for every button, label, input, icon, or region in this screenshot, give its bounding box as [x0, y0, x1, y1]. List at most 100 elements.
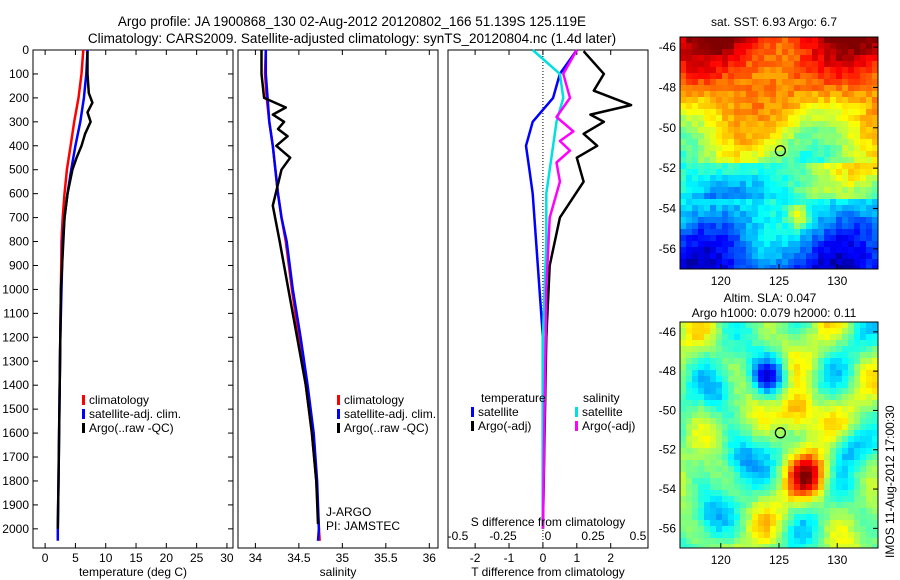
map-cell	[860, 472, 867, 479]
x-tick-label: 25	[190, 551, 204, 565]
map-cell	[728, 241, 735, 248]
map-cell	[872, 388, 879, 395]
map-cell	[800, 322, 807, 329]
map-cell	[836, 103, 843, 110]
map-cell	[752, 211, 759, 218]
map-cell	[794, 253, 801, 260]
map-cell	[704, 496, 711, 503]
map-cell	[794, 265, 801, 270]
map-cell	[764, 181, 771, 188]
map-cell	[746, 376, 753, 383]
map-cell	[734, 514, 741, 521]
legend-label: satellite-adj. clim.	[89, 407, 181, 421]
map-cell	[728, 526, 735, 533]
map-cell	[770, 454, 777, 461]
x-top-tick-label: -0.25	[489, 529, 517, 543]
map-cell	[788, 448, 795, 455]
map-cell	[698, 247, 705, 254]
map-cell	[872, 358, 879, 365]
x-tick-label: 35	[336, 551, 350, 565]
map-cell	[770, 532, 777, 539]
map-cell	[842, 211, 849, 218]
map-cell	[764, 205, 771, 212]
map-cell	[716, 109, 723, 116]
map-cell	[710, 157, 717, 164]
map-cell	[704, 442, 711, 449]
map-cell	[872, 157, 879, 164]
map-cell	[692, 259, 699, 266]
map-cell	[848, 127, 855, 134]
map-cell	[782, 187, 789, 194]
map-cell	[758, 181, 765, 188]
map-cell	[842, 508, 849, 515]
map-cell	[770, 340, 777, 347]
map-cell	[860, 163, 867, 170]
map-cell	[800, 85, 807, 92]
map-cell	[794, 544, 801, 549]
map-cell	[824, 466, 831, 473]
map-cell	[782, 544, 789, 549]
map-cell	[770, 67, 777, 74]
map-cell	[704, 79, 711, 86]
map-cell	[836, 346, 843, 353]
map-cell	[794, 151, 801, 158]
map-cell	[836, 79, 843, 86]
map-cell	[794, 466, 801, 473]
map-cell	[836, 97, 843, 104]
map-cell	[848, 205, 855, 212]
map-cell	[746, 352, 753, 359]
map-cell	[686, 490, 693, 497]
map-cell	[686, 340, 693, 347]
map-cell	[764, 127, 771, 134]
map-cell	[764, 346, 771, 353]
map-cell	[686, 223, 693, 230]
series-line	[531, 49, 565, 529]
x-axis-label: salinity	[320, 565, 357, 579]
map-cell	[854, 127, 861, 134]
map-cell	[770, 520, 777, 527]
y-tick-label: 400	[9, 139, 29, 153]
map-cell	[698, 253, 705, 260]
map-cell	[854, 91, 861, 98]
map-cell	[776, 412, 783, 419]
map-cell	[788, 520, 795, 527]
map-cell	[740, 532, 747, 539]
map-cell	[704, 91, 711, 98]
map-cell	[758, 265, 765, 270]
map-cell	[764, 43, 771, 50]
map-cell	[854, 376, 861, 383]
map-cell	[788, 472, 795, 479]
map-cell	[836, 382, 843, 389]
map-cell	[788, 412, 795, 419]
map-cell	[776, 223, 783, 230]
map-cell	[758, 448, 765, 455]
map-cell	[746, 502, 753, 509]
map-cell	[686, 73, 693, 80]
map-cell	[704, 544, 711, 549]
map-cell	[704, 139, 711, 146]
map-cell	[824, 151, 831, 158]
map-cell	[806, 532, 813, 539]
map-cell	[722, 364, 729, 371]
map-cell	[776, 235, 783, 242]
map-cell	[824, 412, 831, 419]
map-cell	[806, 448, 813, 455]
map-cell	[812, 247, 819, 254]
map-cell	[782, 526, 789, 533]
map-cell	[764, 73, 771, 80]
map-cell	[806, 133, 813, 140]
map-cell	[692, 157, 699, 164]
map-cell	[680, 79, 687, 86]
map-cell	[788, 115, 795, 122]
map-cell	[680, 61, 687, 68]
map-cell	[698, 382, 705, 389]
map-cell	[806, 340, 813, 347]
map-cell	[710, 181, 717, 188]
map-cell	[800, 55, 807, 62]
map-cell	[734, 97, 741, 104]
map-cell	[722, 265, 729, 270]
map-cell	[734, 334, 741, 341]
map-cell	[704, 508, 711, 515]
map-cell	[728, 472, 735, 479]
map-cell	[818, 334, 825, 341]
